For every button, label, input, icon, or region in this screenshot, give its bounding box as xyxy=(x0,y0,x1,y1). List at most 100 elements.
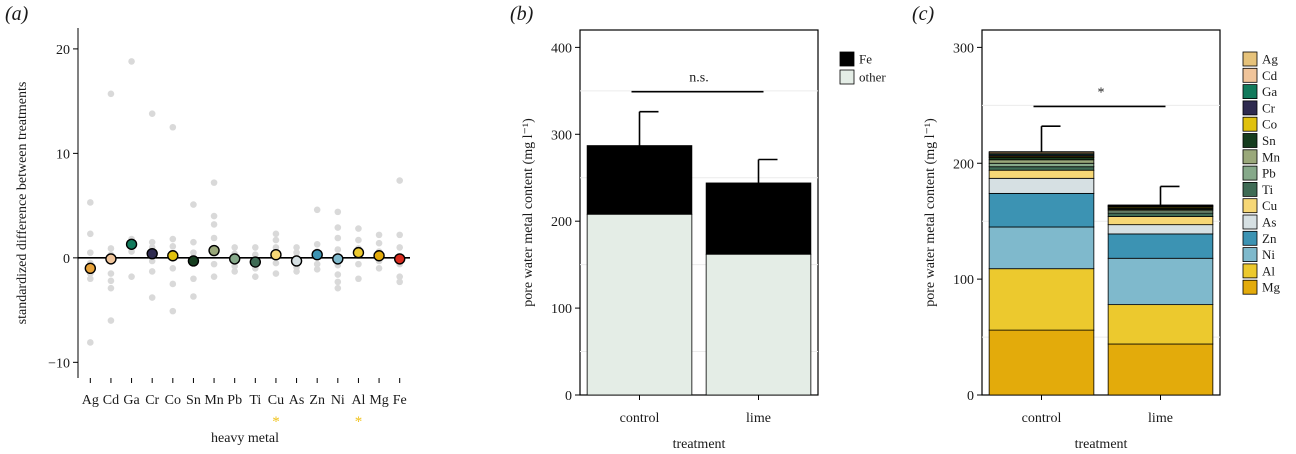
bar-segment xyxy=(988,159,1095,164)
legend-swatch xyxy=(839,69,855,85)
panel-label: (c) xyxy=(912,3,935,25)
mean-point xyxy=(167,250,179,262)
bar-segment xyxy=(988,177,1095,194)
legend-label: Mg xyxy=(1262,280,1281,295)
replicate-point xyxy=(272,230,280,238)
legend-label: Ga xyxy=(1262,84,1277,99)
bar-segment xyxy=(988,329,1095,396)
legend-swatch xyxy=(1242,84,1258,99)
y-tick-label: 300 xyxy=(551,128,572,143)
y-axis-title: pore water metal content (mg l⁻¹) xyxy=(923,118,938,307)
replicate-point xyxy=(313,266,321,273)
replicate-point xyxy=(375,239,383,247)
x-tick-label: lime xyxy=(1148,411,1173,426)
replicate-point xyxy=(128,248,135,255)
replicate-point xyxy=(272,244,280,251)
replicate-point xyxy=(169,235,177,243)
legend-label: Co xyxy=(1262,117,1277,132)
replicate-point xyxy=(334,278,342,286)
replicate-point xyxy=(396,278,403,286)
replicate-point xyxy=(210,234,218,242)
replicate-point xyxy=(87,339,94,346)
legend-label: other xyxy=(859,70,886,85)
legend-swatch xyxy=(1242,133,1258,148)
bar-segment xyxy=(988,169,1095,179)
legend-label: Ti xyxy=(1262,182,1273,197)
x-tick-label: control xyxy=(1022,411,1062,426)
replicate-point xyxy=(169,264,177,272)
legend-swatch xyxy=(1242,116,1258,132)
replicate-point xyxy=(87,275,94,283)
replicate-point xyxy=(355,225,362,232)
replicate-point xyxy=(334,284,342,292)
bar-segment xyxy=(1107,216,1214,226)
x-tick-label: Al xyxy=(351,393,365,408)
replicate-point xyxy=(231,262,238,270)
replicate-point xyxy=(210,212,218,220)
replicate-point xyxy=(107,317,115,324)
mean-point xyxy=(393,253,406,265)
bar-segment xyxy=(988,162,1095,168)
mean-point xyxy=(249,256,262,268)
replicate-point xyxy=(252,273,259,280)
replicate-point xyxy=(210,221,218,228)
legend-label: Zn xyxy=(1262,231,1277,246)
legend-label: Pb xyxy=(1262,166,1276,181)
legend-label: Al xyxy=(1262,263,1275,278)
bar-segment xyxy=(1107,212,1214,217)
replicate-point xyxy=(190,201,197,208)
x-tick-label: Mn xyxy=(204,393,223,408)
bar-segment xyxy=(1107,224,1214,235)
bar-segment xyxy=(988,192,1095,228)
x-axis-title: treatment xyxy=(673,437,726,452)
mean-point xyxy=(208,244,220,257)
mean-point xyxy=(270,249,282,261)
x-tick-label: Ag xyxy=(82,393,99,408)
mean-point xyxy=(290,255,303,267)
y-tick-label: 300 xyxy=(953,41,974,56)
replicate-point xyxy=(210,260,218,268)
replicate-point xyxy=(313,260,321,268)
legend-swatch xyxy=(1242,149,1258,165)
replicate-point xyxy=(231,244,238,251)
legend-swatch xyxy=(1242,51,1258,67)
legend-swatch xyxy=(1242,67,1258,83)
mean-point xyxy=(187,255,200,267)
replicate-point xyxy=(107,270,115,277)
x-tick-label: Ni xyxy=(331,393,345,408)
replicate-point xyxy=(355,236,362,244)
replicate-point xyxy=(396,177,403,184)
replicate-point xyxy=(107,90,115,98)
panel-c: (c) * 0 100 200 300 control lime treatment pore w… xyxy=(912,3,1281,452)
bar-segment xyxy=(988,268,1095,331)
replicate-point xyxy=(293,268,300,275)
x-tick-label: Ti xyxy=(249,393,261,408)
y-axis-title: pore water metal content (mg l⁻¹) xyxy=(521,118,536,307)
replicate-point xyxy=(334,234,342,242)
legend-swatch xyxy=(1242,247,1258,263)
mean-point xyxy=(228,253,241,265)
replicate-point xyxy=(313,240,321,248)
x-tick-label: Fe xyxy=(393,393,407,408)
mean-point xyxy=(84,262,97,274)
mean-point xyxy=(146,247,158,260)
replicate-point xyxy=(334,224,342,231)
legend-label: As xyxy=(1262,215,1276,230)
replicate-point xyxy=(293,249,300,256)
x-tick-label: Ga xyxy=(123,393,140,408)
legend-label: Fe xyxy=(859,52,872,67)
replicate-point xyxy=(107,245,115,252)
replicate-point xyxy=(293,244,300,251)
legend-swatch xyxy=(1242,230,1258,246)
bar-segment xyxy=(1107,343,1214,396)
y-tick-label: 100 xyxy=(953,273,974,288)
y-tick-label: 20 xyxy=(56,43,70,58)
bar-segment xyxy=(586,213,693,396)
x-tick-label: Pb xyxy=(227,393,242,408)
mean-point xyxy=(125,238,138,250)
significance-label: n.s. xyxy=(689,71,708,86)
panel-a: (a) −10 0 10 20 Ag Cd Ga Cr Co Sn Mn Pb Ti Cu As Zn Ni Al M… xyxy=(5,3,410,446)
y-tick-label: 200 xyxy=(953,157,974,172)
mean-point xyxy=(311,249,323,261)
legend-swatch xyxy=(1242,100,1258,116)
